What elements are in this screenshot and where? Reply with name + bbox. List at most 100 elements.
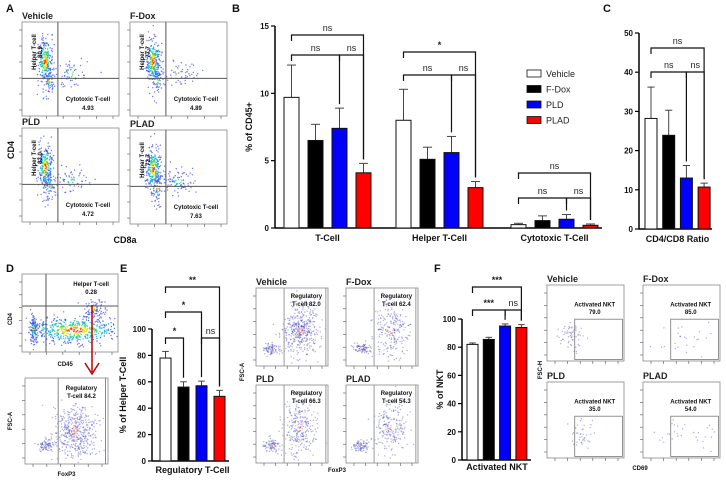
- event-dot: [72, 329, 74, 331]
- event-dot: [65, 175, 68, 177]
- event-dot: [86, 306, 88, 308]
- event-dot: [578, 344, 580, 347]
- event-dot: [79, 417, 82, 419]
- event-dot: [382, 343, 385, 345]
- helper-gate-value: 83.0: [38, 152, 44, 164]
- event-dot: [152, 87, 154, 89]
- event-dot: [272, 350, 274, 353]
- event-dot: [152, 24, 154, 27]
- event-dot: [52, 154, 55, 157]
- event-dot: [32, 316, 34, 319]
- event-dot: [560, 339, 562, 342]
- event-dot: [70, 438, 72, 440]
- event-dot: [186, 71, 188, 73]
- legend-label: F-Dox: [546, 85, 571, 95]
- event-dot: [61, 418, 64, 420]
- event-dot: [60, 319, 63, 321]
- event-dot: [65, 446, 67, 448]
- event-dot: [156, 62, 159, 64]
- event-dot: [80, 414, 82, 416]
- event-dot: [157, 204, 159, 207]
- event-dot: [43, 446, 46, 448]
- event-dot: [47, 168, 49, 170]
- event-dot: [74, 444, 76, 446]
- event-dot: [88, 421, 90, 424]
- event-dot: [46, 199, 48, 201]
- axis-label-cd45: CD45: [58, 362, 74, 368]
- event-dot: [60, 164, 63, 167]
- event-dot: [93, 441, 95, 444]
- event-dot: [83, 429, 85, 432]
- event-dot: [391, 454, 394, 456]
- event-dot: [302, 340, 305, 342]
- event-dot: [51, 47, 53, 50]
- event-dot: [384, 437, 386, 439]
- event-dot: [30, 323, 33, 325]
- event-dot: [563, 327, 565, 329]
- event-dot: [37, 324, 39, 326]
- event-dot: [87, 432, 90, 434]
- event-dot: [79, 345, 82, 347]
- event-dot: [43, 159, 45, 161]
- event-dot: [158, 188, 160, 190]
- event-dot: [378, 421, 380, 424]
- event-dot: [315, 313, 317, 315]
- event-dot: [673, 431, 676, 433]
- event-dot: [704, 436, 706, 438]
- event-dot: [42, 161, 44, 163]
- bracket-line: [290, 54, 341, 105]
- event-dot: [387, 329, 389, 331]
- event-dot: [367, 353, 369, 355]
- event-dot: [390, 337, 393, 339]
- event-dot: [398, 330, 400, 332]
- event-dot: [299, 317, 301, 319]
- category-label: CD4/CD8 Ratio: [646, 234, 710, 244]
- bracket-line: [517, 197, 568, 211]
- event-dot: [297, 423, 299, 426]
- significance-label: *: [182, 300, 186, 310]
- event-dot: [31, 336, 33, 338]
- event-dot: [302, 439, 305, 441]
- event-dot: [48, 186, 50, 188]
- event-dot: [54, 330, 56, 332]
- event-dot: [285, 438, 287, 440]
- event-dot: [398, 359, 401, 361]
- event-dot: [40, 150, 42, 152]
- event-dot: [391, 317, 394, 319]
- event-dot: [154, 53, 157, 55]
- event-dot: [68, 60, 71, 62]
- event-dot: [401, 337, 403, 340]
- event-dot: [360, 444, 363, 446]
- event-dot: [80, 420, 82, 422]
- event-dot: [70, 416, 72, 419]
- event-dot: [143, 57, 145, 59]
- event-dot: [377, 454, 380, 456]
- event-dot: [300, 328, 302, 330]
- event-dot: [43, 42, 46, 44]
- event-dot: [371, 336, 373, 338]
- event-dot: [189, 66, 191, 68]
- event-dot: [57, 325, 60, 327]
- event-dot: [382, 411, 385, 413]
- event-dot: [150, 163, 152, 165]
- event-dot: [153, 82, 156, 85]
- event-dot: [150, 162, 152, 164]
- event-dot: [46, 150, 48, 152]
- event-dot: [293, 338, 296, 341]
- event-dot: [305, 435, 307, 437]
- event-dot: [384, 410, 386, 412]
- event-dot: [31, 324, 34, 327]
- event-dot: [41, 442, 43, 444]
- panel-label-b: B: [232, 3, 240, 15]
- event-dot: [301, 420, 303, 422]
- event-dot: [78, 428, 81, 430]
- event-dot: [63, 428, 66, 430]
- event-dot: [162, 60, 165, 62]
- event-dot: [298, 330, 300, 333]
- event-dot: [37, 335, 39, 337]
- event-dot: [569, 334, 572, 337]
- event-dot: [185, 64, 187, 66]
- event-dot: [393, 323, 395, 325]
- event-dot: [69, 333, 71, 336]
- event-dot: [295, 413, 297, 415]
